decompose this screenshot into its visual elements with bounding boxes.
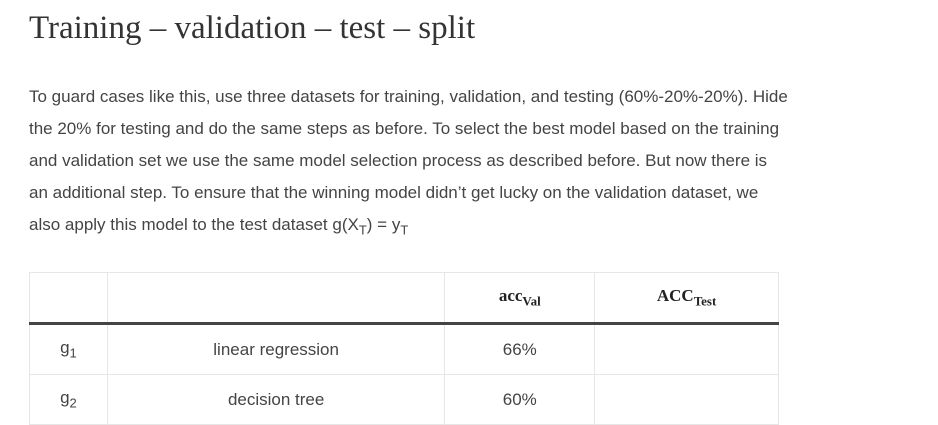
model-sub: 2 — [69, 395, 77, 411]
page: {"title": "Training – validation – test … — [29, 10, 789, 425]
header-sub: Test — [693, 293, 717, 309]
header-row: accVal ACCTest — [29, 272, 779, 324]
cell: linear regression — [106, 323, 446, 375]
header-cell — [106, 272, 446, 324]
row: g1 linear regression 66% — [29, 323, 779, 375]
model-id: g — [60, 338, 70, 358]
header-text: acc — [498, 285, 523, 305]
model-sub: 1 — [69, 345, 77, 361]
formula-sub: T — [400, 222, 409, 238]
body: Training – validation – test – split To … — [29, 10, 789, 425]
title: Training – validation – test – split — [29, 10, 476, 46]
header-cell — [29, 272, 108, 324]
header-sub: Val — [522, 293, 541, 309]
table: accVal ACCTest g1 linear regression 66% … — [29, 272, 779, 425]
cell: g1 — [29, 323, 108, 375]
cell: 66% — [444, 323, 596, 375]
paragraph: To guard cases like this, use three data… — [29, 81, 789, 246]
formula-sub: T — [358, 222, 367, 238]
model-id: g — [60, 388, 70, 408]
header-cell: accVal — [444, 272, 596, 324]
paragraph-text: To guard cases like this, use three data… — [29, 87, 788, 234]
formula-part: g(X — [332, 215, 359, 234]
cell — [594, 323, 779, 375]
header-cell: ACCTest — [594, 272, 779, 324]
header-text: ACC — [656, 285, 694, 305]
formula: g(XT) = yT — [332, 215, 409, 238]
formula-part: ) = y — [366, 215, 401, 234]
